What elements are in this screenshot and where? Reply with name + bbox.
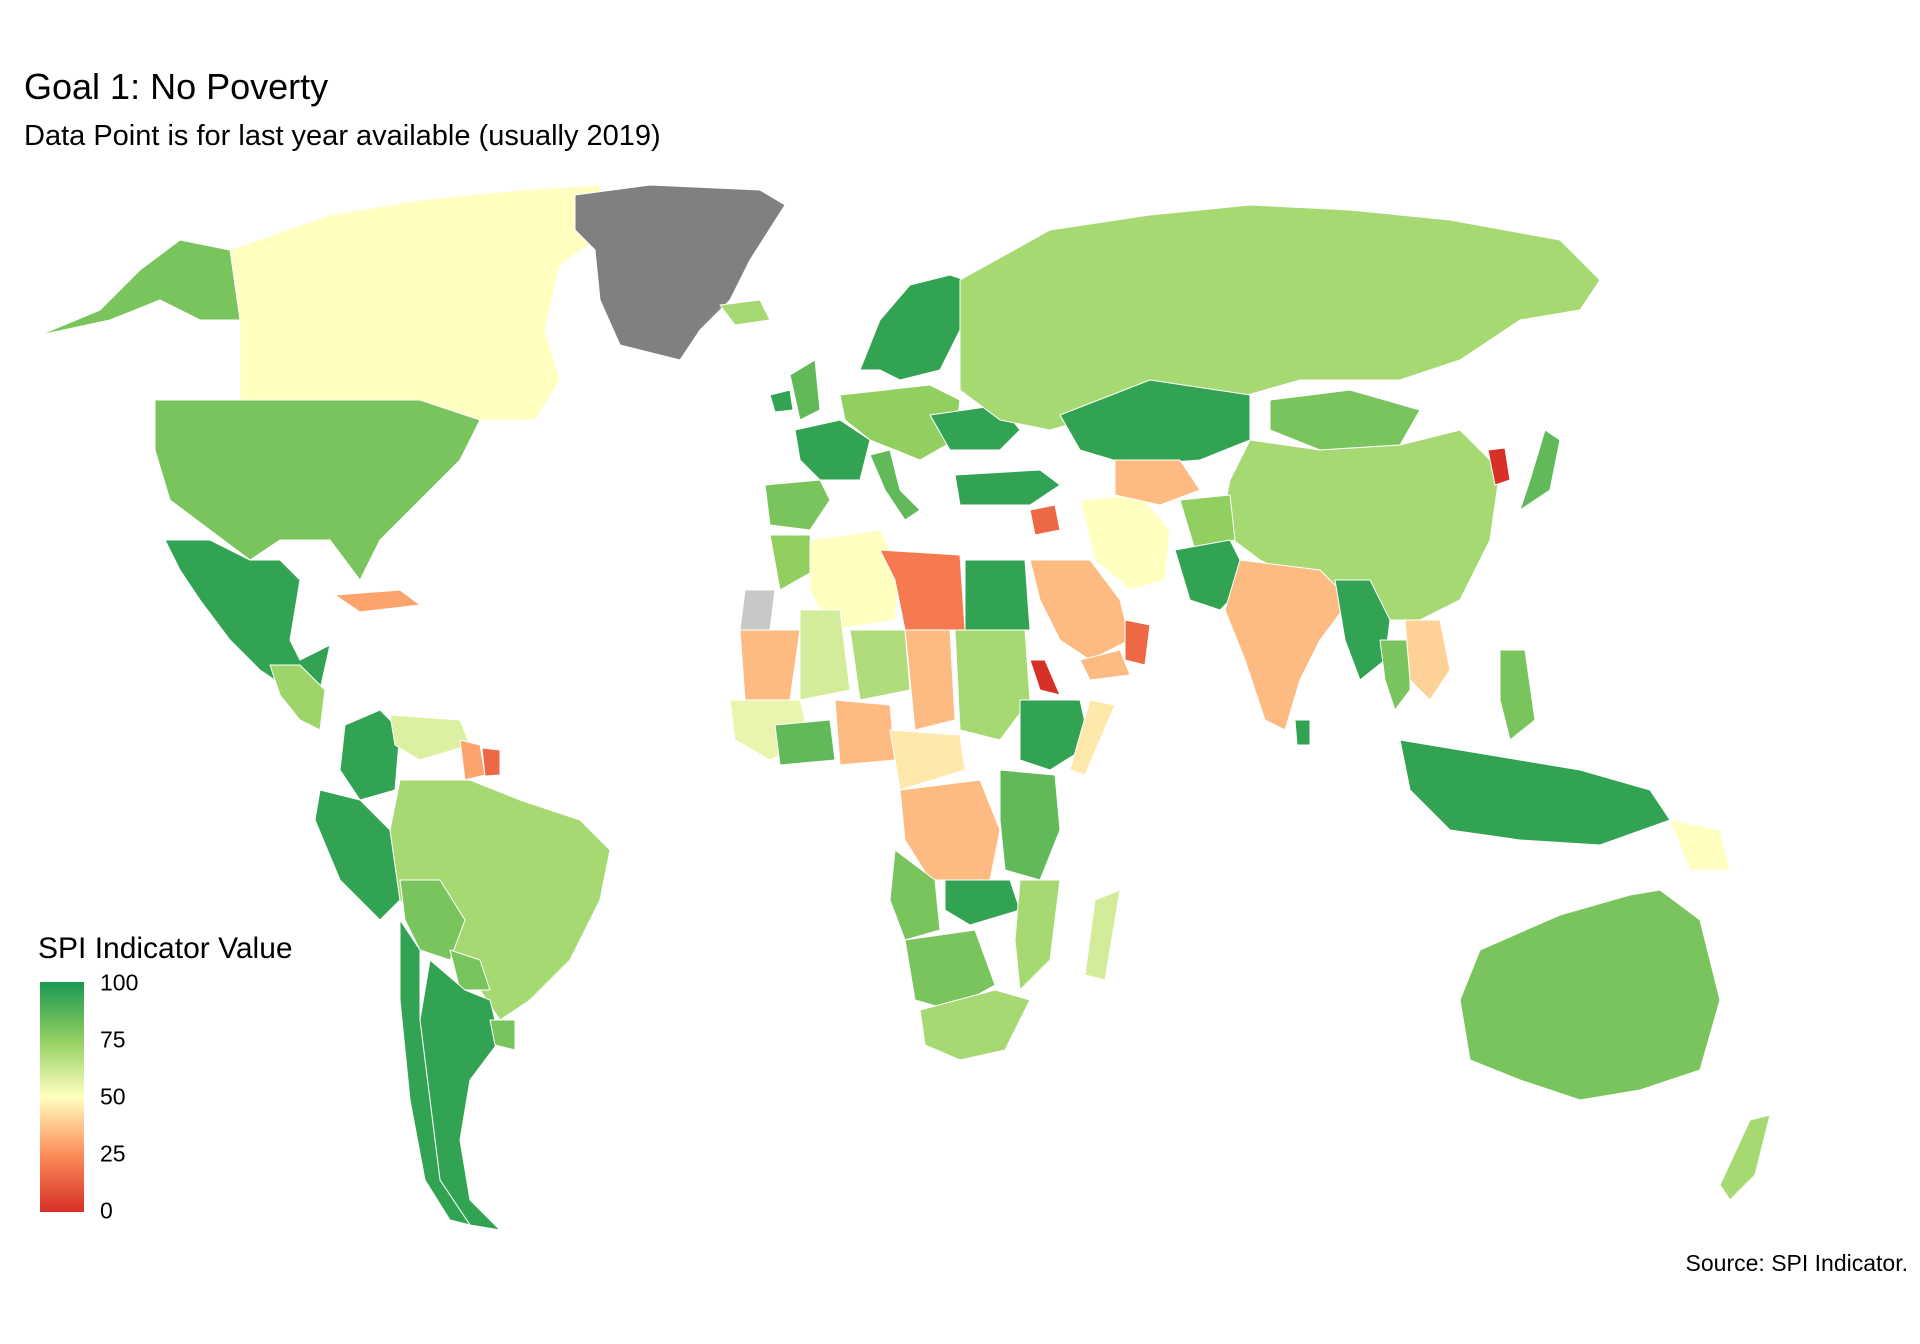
region-kenya-tanzania: [999, 769, 1061, 881]
region-laos-vietnam: [1404, 619, 1451, 701]
region-angola: [889, 849, 941, 941]
region-united-states: [154, 399, 481, 581]
region-turkmenistan-uzbekistan: [1114, 459, 1201, 506]
region-central-europe: [839, 384, 961, 461]
region-australia: [1459, 889, 1721, 1101]
legend-tick-50: 50: [100, 1083, 126, 1110]
region-mozambique: [1014, 879, 1061, 991]
region-new-zealand: [1719, 1114, 1771, 1201]
region-russia: [959, 204, 1601, 431]
legend-tick-25: 25: [100, 1140, 126, 1167]
region-alaska: [39, 239, 241, 336]
legend-title: SPI Indicator Value: [38, 932, 293, 965]
region-canada: [229, 184, 611, 421]
region-sudan: [954, 629, 1031, 741]
source-caption: Source: SPI Indicator.: [1685, 1250, 1908, 1276]
region-ghana-cote-d-ivoire: [774, 719, 836, 766]
region-caribbean: [334, 589, 421, 613]
region-suriname: [481, 747, 501, 777]
region-niger: [849, 629, 911, 701]
region-italy: [869, 449, 921, 521]
region-bolivia: [399, 879, 466, 961]
region-paraguay: [449, 949, 491, 991]
region-philippines: [1499, 649, 1536, 741]
region-cameroon-car: [889, 729, 966, 791]
region-spain-portugal: [764, 479, 831, 531]
region-somalia: [1069, 699, 1116, 776]
region-mauritania: [739, 629, 801, 701]
region-egypt: [964, 559, 1031, 631]
region-japan: [1519, 429, 1561, 511]
region-nigeria: [834, 699, 896, 766]
region-chad: [904, 629, 956, 731]
region-france: [794, 419, 871, 481]
chart-title: Goal 1: No Poverty: [24, 66, 329, 107]
legend-tick-75: 75: [100, 1026, 126, 1053]
region-ethiopia: [1019, 699, 1091, 771]
region-ireland: [769, 389, 794, 413]
region-mongolia: [1269, 389, 1421, 451]
region-thailand: [1379, 639, 1411, 711]
region-eritrea: [1029, 659, 1061, 696]
region-greenland: [574, 184, 786, 361]
region-indonesia: [1399, 739, 1671, 846]
region-afghanistan: [1179, 494, 1236, 551]
region-iceland: [719, 299, 771, 326]
region-united-kingdom: [789, 359, 821, 421]
region-south-africa: [919, 989, 1031, 1061]
country-shapes: [39, 184, 1771, 1231]
region-kazakhstan: [1059, 379, 1251, 466]
region-western-sahara: [739, 589, 776, 631]
region-algeria: [809, 529, 901, 631]
region-morocco: [769, 534, 816, 591]
legend-tick-100: 100: [100, 969, 139, 996]
region-chile: [399, 919, 471, 1226]
region-central-america: [269, 664, 326, 731]
region-turkey: [954, 469, 1061, 506]
region-sri-lanka: [1294, 719, 1311, 746]
chart-subtitle: Data Point is for last year available (u…: [24, 120, 661, 152]
region-venezuela: [389, 714, 471, 761]
region-zambia: [944, 879, 1021, 926]
region-guyana: [459, 739, 486, 781]
region-north-korea: [1487, 447, 1511, 486]
region-mexico: [164, 539, 331, 691]
region-syria: [1029, 504, 1061, 536]
region-mali: [799, 609, 851, 701]
legend-color-bar: [40, 982, 84, 1212]
region-yemen: [1079, 649, 1131, 681]
region-india: [1224, 559, 1351, 731]
region-saudi-arabia: [1029, 559, 1131, 661]
legend-tick-0: 0: [100, 1197, 113, 1224]
region-papua-new-guinea: [1669, 819, 1731, 871]
region-uruguay: [489, 1019, 516, 1051]
region-madagascar: [1084, 889, 1121, 981]
region-peru: [314, 789, 401, 921]
region-oman: [1124, 619, 1151, 666]
region-colombia: [339, 709, 401, 801]
